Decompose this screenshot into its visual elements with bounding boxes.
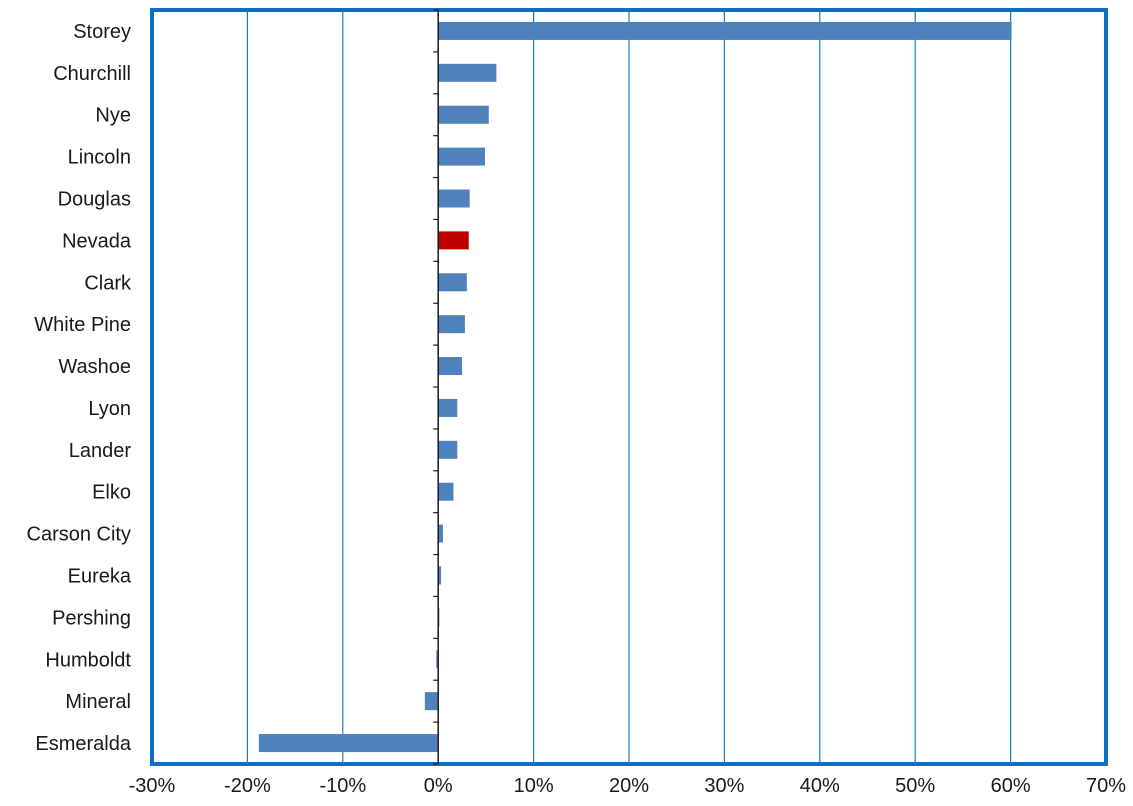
x-tick-label-10: 70% — [1086, 775, 1126, 797]
bar-white-pine — [438, 315, 465, 334]
bar-lyon — [438, 398, 458, 417]
x-tick-label-3: 0% — [424, 775, 453, 797]
x-tick-labels: -30% -20% -10% 0% 10% 20% 30% 40% 50% 60% 70% — [129, 775, 1127, 797]
category-label-washoe: Washoe — [58, 356, 131, 378]
bar-douglas — [438, 189, 470, 208]
x-tick-label-2: -10% — [319, 775, 366, 797]
bar-clark — [438, 273, 467, 292]
bar-storey — [438, 21, 1012, 40]
bar-elko — [438, 482, 454, 501]
category-label-esmeralda: Esmeralda — [35, 733, 131, 755]
category-label-nevada: Nevada — [62, 230, 132, 252]
bar-washoe — [438, 357, 463, 376]
bar-churchill — [438, 63, 497, 82]
bars — [258, 21, 1012, 753]
category-label-white-pine: White Pine — [34, 314, 131, 336]
x-tick-label-8: 50% — [895, 775, 935, 797]
bar-mineral — [424, 692, 439, 711]
category-label-lincoln: Lincoln — [68, 147, 131, 169]
x-tick-label-0: -30% — [129, 775, 176, 797]
bar-eureka — [438, 566, 442, 585]
category-label-mineral: Mineral — [65, 691, 131, 713]
bar-lincoln — [438, 147, 485, 166]
category-label-pershing: Pershing — [52, 607, 131, 629]
category-label-carson-city: Carson City — [27, 524, 131, 546]
category-label-storey: Storey — [73, 21, 131, 43]
x-tick-label-4: 10% — [514, 775, 554, 797]
x-tick-label-1: -20% — [224, 775, 271, 797]
bar-lander — [438, 440, 458, 459]
category-labels: Storey Churchill Nye Lincoln Douglas Nevada Cl… — [27, 21, 132, 755]
category-label-nye: Nye — [95, 105, 131, 127]
axes — [433, 9, 439, 765]
bar-nevada — [438, 231, 469, 250]
category-label-douglas: Douglas — [58, 189, 131, 211]
x-tick-label-5: 20% — [609, 775, 649, 797]
category-label-lyon: Lyon — [88, 398, 131, 420]
category-label-elko: Elko — [92, 482, 131, 504]
x-tick-label-6: 30% — [704, 775, 744, 797]
category-label-clark: Clark — [84, 272, 132, 294]
bar-esmeralda — [258, 734, 439, 753]
bar-humboldt — [436, 650, 439, 669]
category-label-humboldt: Humboldt — [45, 649, 131, 671]
x-tick-label-9: 60% — [991, 775, 1031, 797]
bar-carson-city — [438, 524, 443, 543]
x-tick-label-7: 40% — [800, 775, 840, 797]
gridlines — [246, 10, 1012, 764]
category-label-churchill: Churchill — [53, 63, 131, 85]
category-label-eureka: Eureka — [68, 566, 132, 588]
bar-nye — [438, 105, 489, 124]
category-label-lander: Lander — [69, 440, 132, 462]
